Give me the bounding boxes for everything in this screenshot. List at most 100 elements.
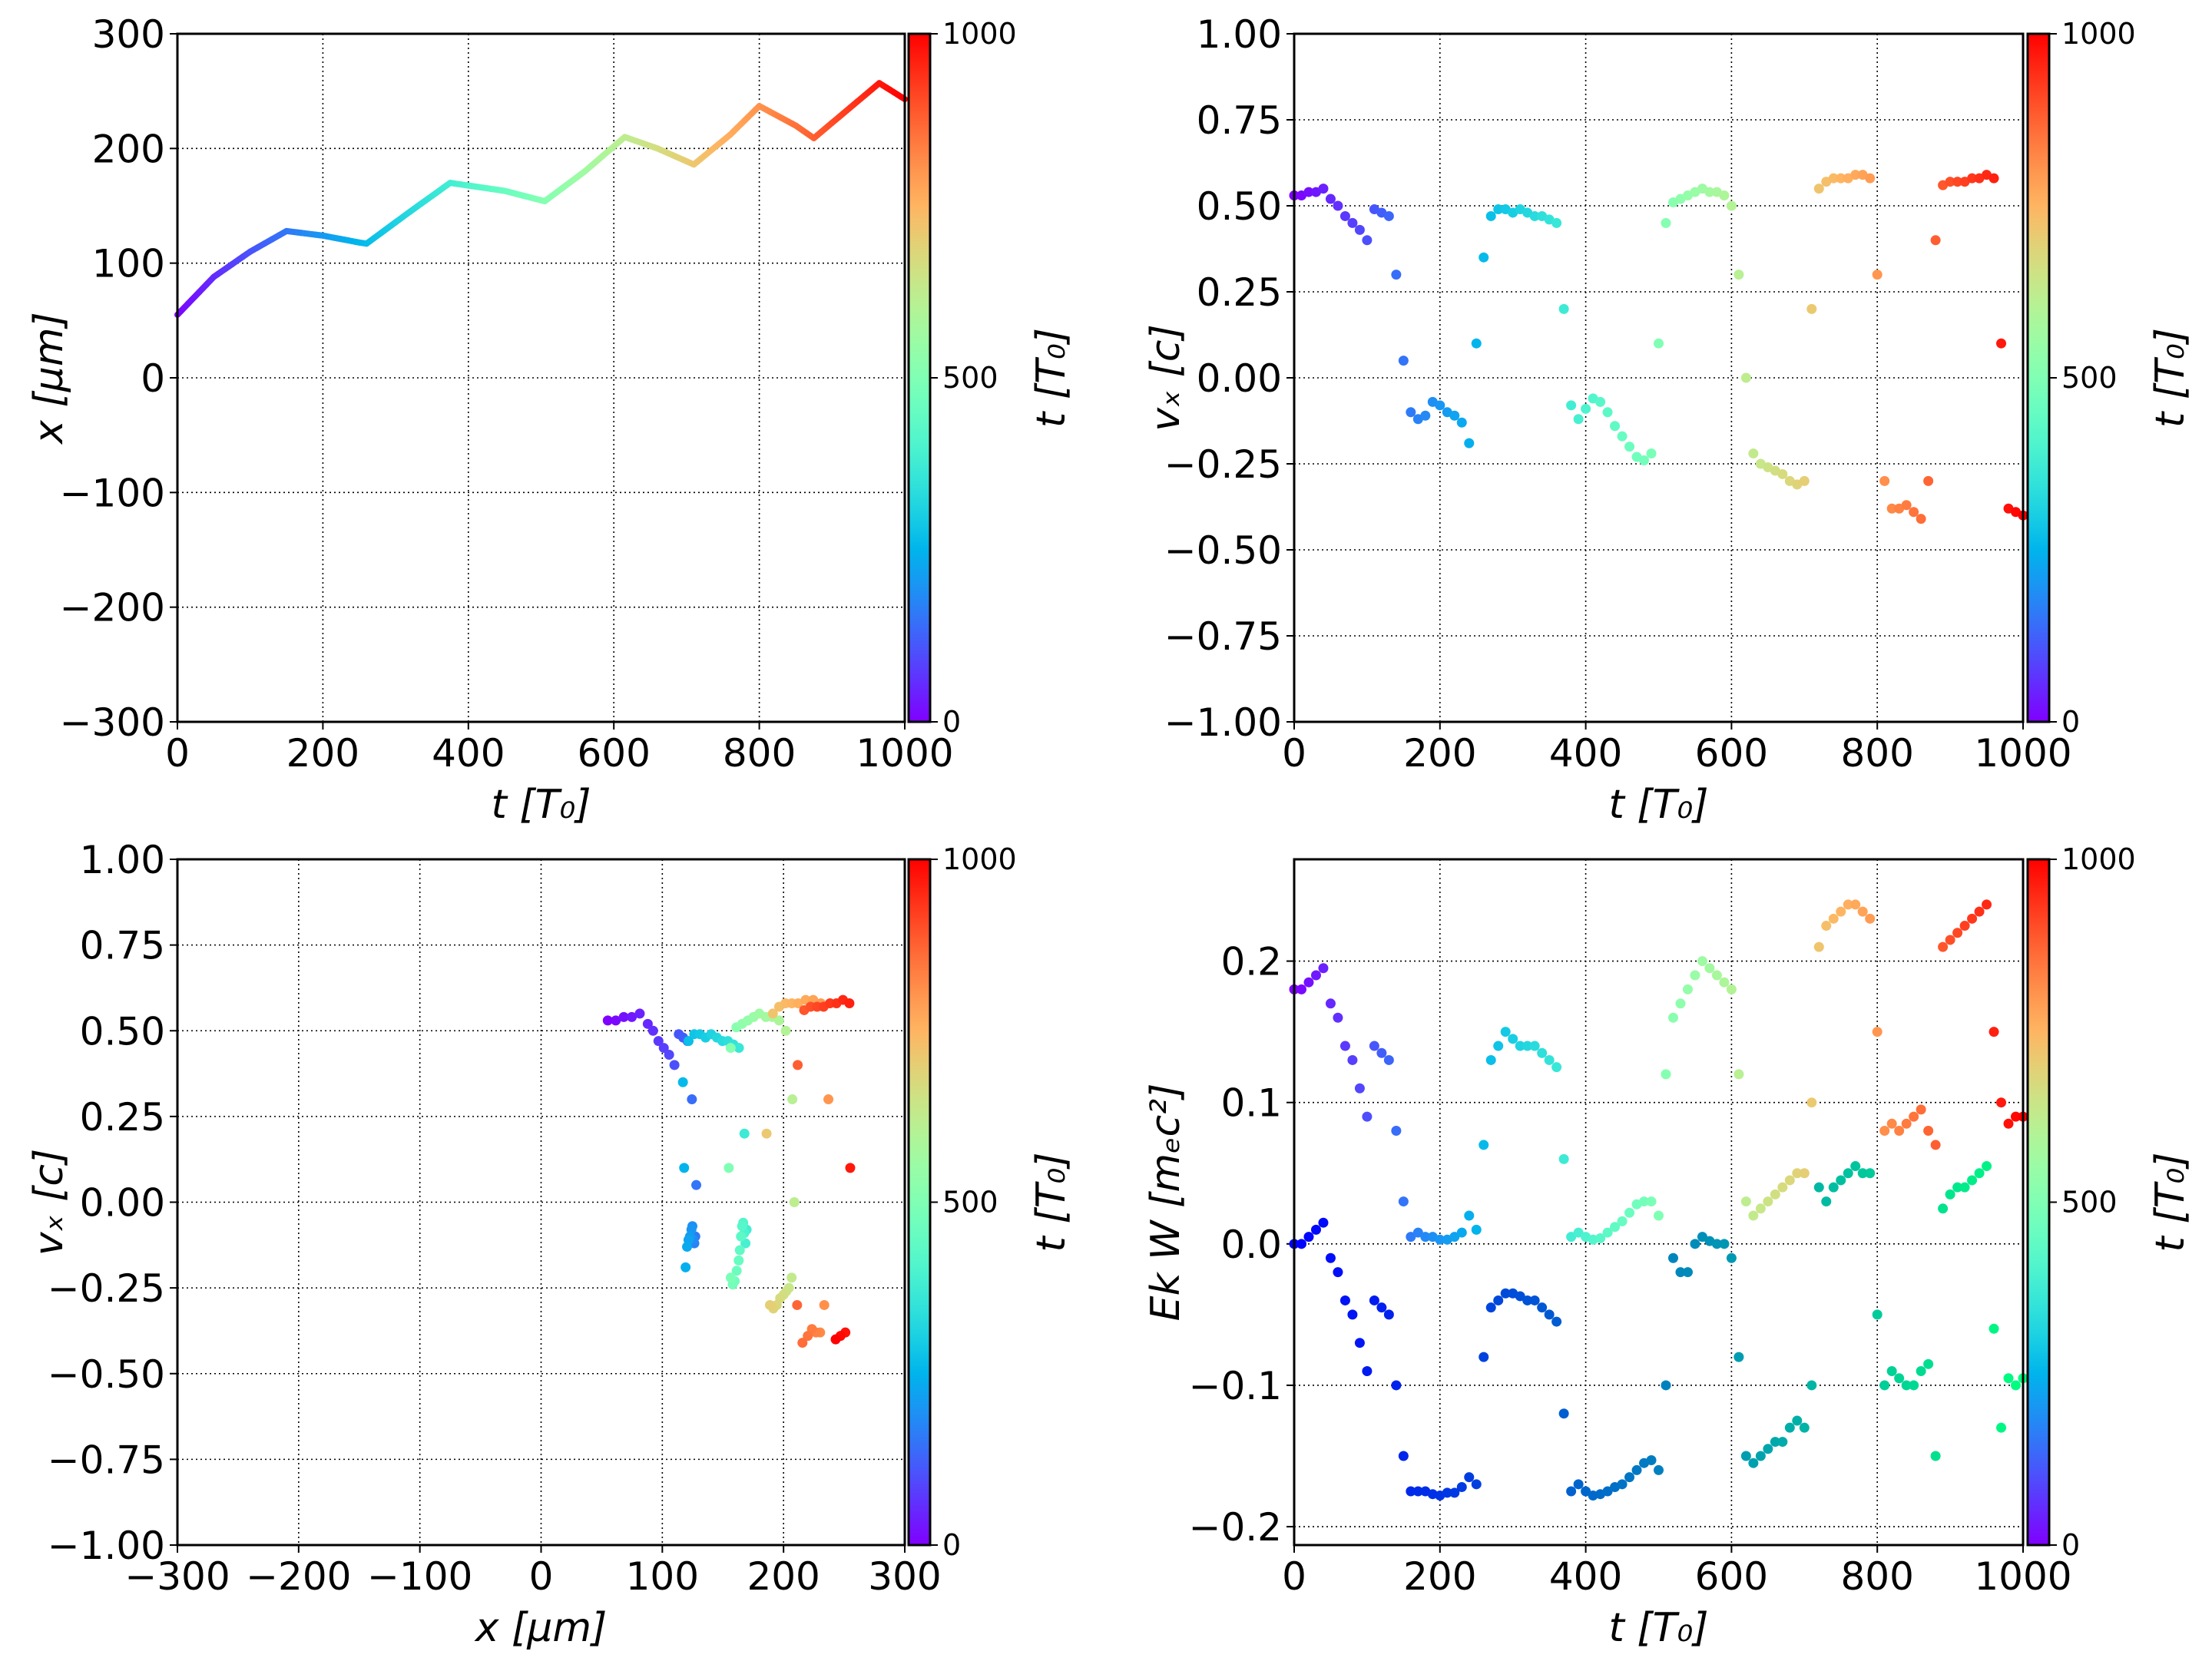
ek-point: [1667, 1012, 1678, 1023]
data-point: [761, 1128, 772, 1139]
panel-energy-vs-t: 0 200 400 600 800 1000 −0.2 −0.1 0.0 0.1 0.2 t [T₀]…: [1143, 842, 2194, 1651]
ek-point: [1865, 913, 1876, 924]
w-point: [1573, 1479, 1584, 1490]
w-point: [1646, 1455, 1657, 1466]
panel-x-vs-t: 0 200 400 600 800 1000 −300 −200 −100 0 100 200 300 t…: [26, 12, 1075, 828]
data-point: [1566, 400, 1577, 411]
ek-point: [1967, 913, 1978, 924]
data-point: [803, 1331, 813, 1342]
data-point: [680, 1262, 691, 1272]
y-tick-label: −0.2: [1189, 1505, 1282, 1550]
x-tick-label: 400: [1549, 1554, 1622, 1599]
y-tick-label: 0.2: [1220, 940, 1282, 984]
data-point: [1435, 400, 1445, 411]
w-point: [1602, 1486, 1613, 1497]
ek-point: [1479, 1140, 1489, 1150]
data-point: [1602, 407, 1613, 418]
y-tick-label: 1.00: [1197, 12, 1282, 57]
ek-point: [1406, 1232, 1416, 1242]
y-tick-label: 0.00: [1197, 356, 1282, 401]
data-point: [1595, 396, 1606, 407]
y-tick-label: 0.50: [80, 1009, 165, 1054]
ek-point: [1369, 1041, 1379, 1051]
data-point: [1988, 173, 1999, 184]
ek-point: [1310, 970, 1321, 981]
ek-point: [1799, 1168, 1810, 1179]
ek-point: [1566, 1232, 1577, 1242]
ek-point: [1726, 984, 1737, 994]
ek-point: [1485, 1054, 1496, 1065]
data-point: [1406, 407, 1416, 418]
w-point: [1551, 1316, 1562, 1327]
axes-frame: [176, 32, 906, 723]
colorbar-tick-label: 0: [2061, 1528, 2080, 1562]
ek-point: [1843, 899, 1853, 910]
data-point: [1339, 210, 1350, 221]
y-tick-label: −0.75: [48, 1438, 165, 1482]
y-tick-label: 0.50: [1197, 184, 1282, 229]
w-point: [1581, 1486, 1591, 1497]
data-point: [792, 1299, 803, 1310]
y-tick-label: 0.25: [1197, 270, 1282, 315]
data-point: [764, 1299, 775, 1310]
ek-point: [1690, 970, 1700, 981]
data-point: [679, 1163, 690, 1173]
data-point: [602, 1015, 613, 1026]
w-point: [1354, 1338, 1365, 1348]
data-point: [786, 1272, 797, 1283]
data-point: [1799, 475, 1810, 486]
data-point: [1333, 200, 1343, 211]
ek-point: [1595, 1233, 1606, 1243]
y-tick-label: −300: [60, 700, 165, 745]
data-point: [642, 1018, 653, 1029]
colorbar-tick-label: 1000: [2061, 842, 2136, 876]
x-tick-label: 200: [1403, 1554, 1476, 1599]
x-axis-label: t [T₀]: [491, 782, 591, 828]
x-tick-label: −100: [367, 1554, 472, 1599]
ek-point: [1704, 963, 1715, 974]
w-point: [1449, 1487, 1460, 1498]
colorbar: [907, 858, 932, 1547]
data-point: [733, 1043, 744, 1054]
ek-point: [1508, 1034, 1518, 1044]
ek-point: [1923, 1126, 1934, 1137]
w-point: [1916, 1366, 1926, 1377]
data-point: [767, 1008, 778, 1019]
data-point: [819, 1299, 830, 1310]
ek-point: [1719, 977, 1730, 988]
ek-point: [1500, 1027, 1511, 1037]
ek-point: [1901, 1118, 1912, 1129]
ek-point: [1872, 1027, 1883, 1037]
ek-point: [1529, 1041, 1540, 1051]
w-point: [1886, 1366, 1897, 1377]
data-point: [739, 1128, 750, 1139]
data-point: [1813, 184, 1824, 194]
w-point: [1667, 1252, 1678, 1263]
y-tick-label: −0.75: [1164, 614, 1282, 659]
w-point: [1442, 1487, 1452, 1498]
w-point: [1755, 1451, 1766, 1461]
data-point: [1952, 177, 1963, 187]
w-point: [1654, 1464, 1664, 1475]
data-point: [780, 1025, 791, 1036]
w-point: [1982, 1161, 1992, 1172]
data-point: [677, 1077, 688, 1087]
data-point: [1303, 187, 1314, 197]
data-point: [1347, 217, 1358, 228]
colorbar-label: t [T₀]: [2147, 328, 2194, 428]
x-tick-label: 200: [286, 731, 359, 776]
ek-point: [1522, 1041, 1533, 1051]
colorbar-label: t [T₀]: [1028, 328, 1075, 428]
colorbar: [2026, 32, 2051, 723]
data-point: [737, 1221, 747, 1232]
ek-point: [1792, 1168, 1803, 1179]
y-tick-label: −0.50: [1164, 528, 1282, 573]
data-point: [1479, 252, 1489, 263]
w-point: [1901, 1380, 1912, 1391]
ek-point: [1675, 998, 1686, 1009]
data-point: [845, 1163, 856, 1173]
ek-point: [2003, 1118, 2014, 1129]
axes-frame: [1293, 32, 2025, 723]
w-point: [1318, 1217, 1329, 1228]
data-point: [1558, 303, 1569, 314]
